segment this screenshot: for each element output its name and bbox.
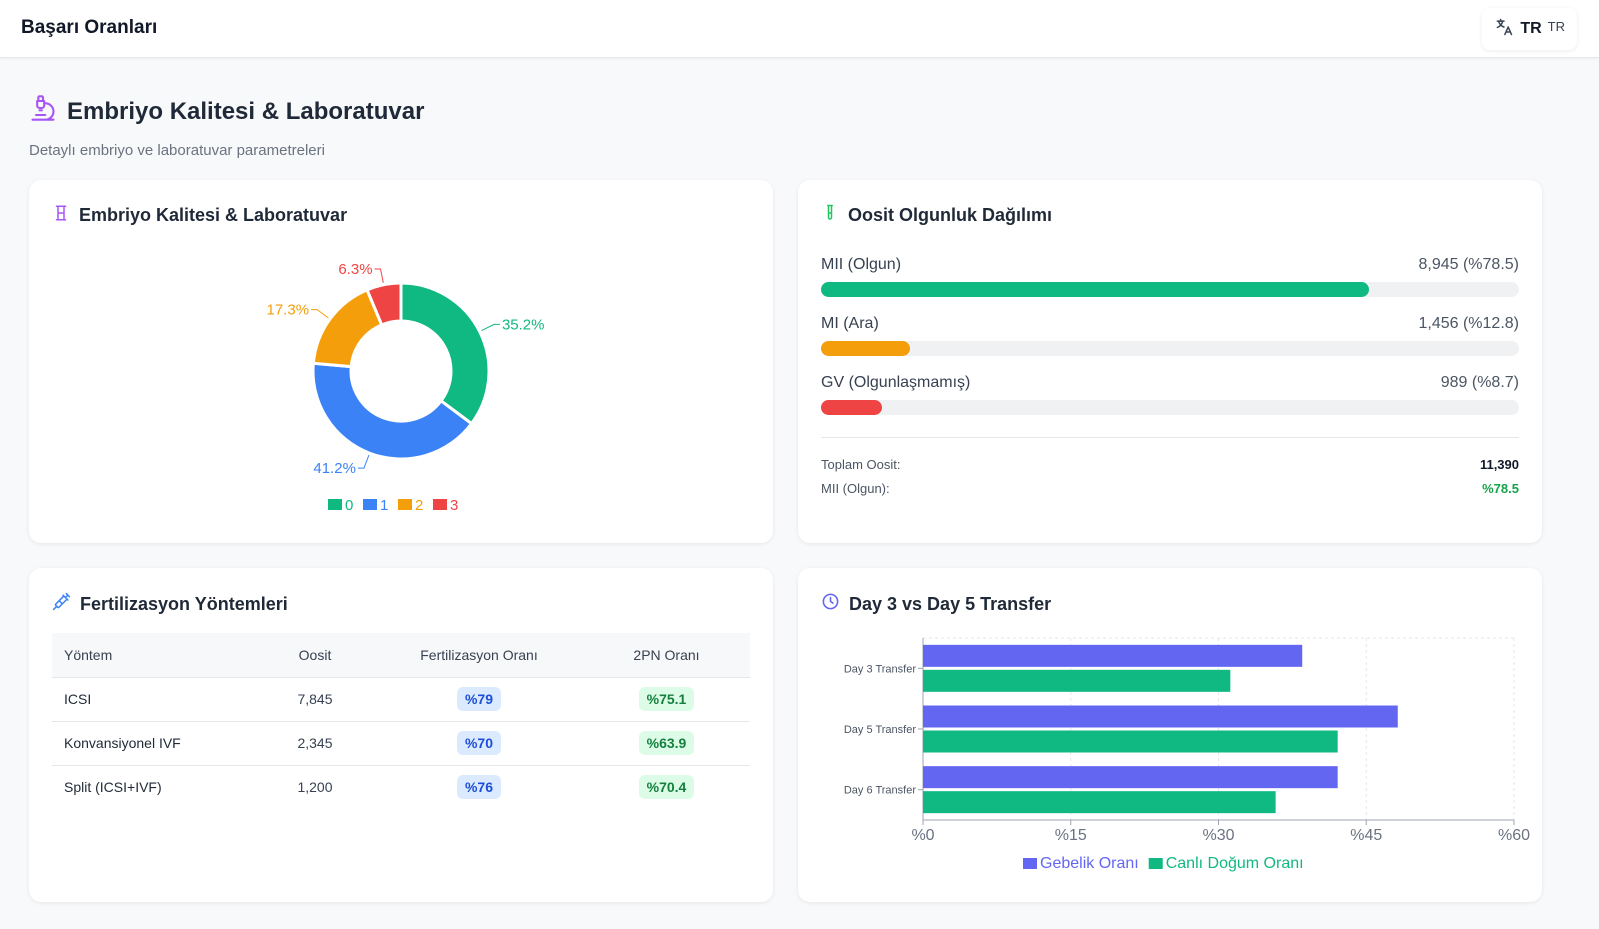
- fertilization-table: Yöntem Oosit Fertilizasyon Oranı 2PN Ora…: [52, 633, 750, 809]
- y-category-label: Day 6 Transfer: [844, 785, 916, 797]
- 2pn-rate-badge: %75.1: [638, 687, 695, 711]
- bar-pregnancy: [923, 705, 1398, 728]
- column-header: Yöntem: [64, 646, 113, 663]
- label-leader-line: [374, 268, 384, 283]
- test-tube-rack-icon: [52, 204, 70, 227]
- column-header: Oosit: [298, 646, 332, 663]
- card-title: Fertilizasyon Yöntemleri: [80, 593, 288, 614]
- oocyte-count-cell: 7,845: [255, 676, 375, 721]
- column-header: 2PN Oranı: [633, 646, 700, 663]
- legend-swatch: [398, 499, 412, 510]
- transfer-comparison-card: Day 3 vs Day 5 Transfer %0 %15 %30 %45 %60 Da…: [798, 568, 1542, 902]
- x-tick-label: %15: [1055, 827, 1087, 844]
- x-tick-label: %60: [1498, 827, 1530, 844]
- donut-slice-3: [365, 281, 403, 327]
- card-title: Embriyo Kalitesi & Laboratuvar: [79, 205, 348, 225]
- table-row: ICSI 7,845 %79 %75.1: [52, 676, 750, 721]
- x-tick-label: %0: [911, 827, 934, 844]
- x-tick-label: %45: [1350, 827, 1382, 844]
- bar-pregnancy: [923, 766, 1338, 789]
- divider: [821, 437, 1519, 438]
- card-title: Oosit Olgunluk Dağılımı: [848, 205, 1053, 225]
- table-row: Konvansiyonel IVF 2,345 %70 %63.9: [52, 720, 750, 765]
- slice-percent-label: 41.2%: [313, 460, 356, 477]
- oocyte-count-cell: 1,200: [255, 764, 375, 809]
- bar-live-birth: [923, 669, 1231, 692]
- language-code: TR: [1520, 20, 1542, 37]
- maturity-value: 989 (%8.7): [1440, 374, 1519, 391]
- donut-slice-1: [311, 361, 474, 461]
- x-tick-label: %30: [1202, 827, 1234, 844]
- page-title: Embriyo Kalitesi & Laboratuvar: [67, 97, 425, 125]
- translate-icon: [1494, 17, 1514, 42]
- label-leader-line: [481, 323, 500, 332]
- label-leader-line: [311, 309, 329, 319]
- slice-percent-label: 35.2%: [502, 316, 545, 333]
- clock-icon: [821, 592, 840, 616]
- bar-live-birth: [923, 791, 1276, 814]
- method-cell: Konvansiyonel IVF: [52, 720, 255, 765]
- top-bar: Başarı Oranları TR TR: [0, 0, 1599, 58]
- method-cell: Split (ICSI+IVF): [52, 764, 255, 809]
- syringe-icon: [52, 592, 71, 616]
- language-code-secondary: TR: [1547, 18, 1565, 34]
- fertilization-rate-badge: %70: [456, 731, 502, 755]
- fertilization-rate-badge: %79: [456, 687, 502, 711]
- total-label: Toplam Oosit:: [821, 457, 901, 472]
- progress-fill: [821, 282, 1369, 297]
- legend-label: 0: [345, 497, 353, 514]
- transfer-bar-chart: %0 %15 %30 %45 %60 Day 3 Transfer Day 5 Transf…: [844, 637, 1530, 872]
- label-leader-line: [357, 454, 370, 469]
- bar-live-birth: [923, 730, 1338, 753]
- legend-label: 3: [450, 497, 458, 514]
- page-subtitle: Detaylı embriyo ve laboratuvar parametre…: [29, 142, 325, 159]
- page-header: Embriyo Kalitesi & Laboratuvar Detaylı e…: [29, 94, 424, 159]
- bar-pregnancy: [923, 644, 1303, 667]
- legend-label: 1: [380, 497, 388, 514]
- slice-percent-label: 6.3%: [338, 261, 372, 278]
- legend-swatch: [328, 499, 342, 510]
- app-title: Başarı Oranları: [21, 17, 158, 38]
- method-cell: ICSI: [52, 676, 255, 721]
- legend-label: Gebelik Oranı: [1040, 855, 1139, 872]
- maturity-label: GV (Olgunlaşmamış): [821, 374, 971, 391]
- 2pn-rate-badge: %63.9: [638, 731, 695, 755]
- card-title: Day 3 vs Day 5 Transfer: [849, 593, 1052, 614]
- table-header-row: Yöntem Oosit Fertilizasyon Oranı 2PN Ora…: [52, 633, 750, 677]
- maturity-label: MI (Ara): [821, 315, 879, 332]
- legend-swatch: [1148, 858, 1163, 869]
- table-row: Split (ICSI+IVF) 1,200 %76 %70.4: [52, 764, 750, 809]
- language-switcher[interactable]: TR TR: [1482, 8, 1577, 50]
- donut-slice-0: [399, 281, 491, 426]
- legend-label: 2: [415, 497, 423, 514]
- progress-track: [821, 400, 1519, 415]
- fertilization-rate-badge: %76: [456, 775, 502, 800]
- embryo-quality-card: Embriyo Kalitesi & Laboratuvar 35.2% 41.2…: [29, 180, 773, 543]
- embryo-grade-donut-chart: 35.2% 41.2% 17.3% 6.3% 0 1 2 3: [267, 261, 545, 514]
- slice-percent-label: 17.3%: [267, 302, 310, 319]
- progress-fill: [821, 341, 911, 356]
- legend-swatch: [1023, 858, 1037, 869]
- progress-fill: [821, 400, 882, 415]
- column-header: Fertilizasyon Oranı: [420, 646, 538, 663]
- fertilization-methods-card: Fertilizasyon Yöntemleri Yöntem Oosit Fe…: [29, 568, 773, 902]
- y-category-label: Day 3 Transfer: [844, 663, 916, 675]
- maturity-value: 8,945 (%78.5): [1418, 256, 1519, 273]
- mii-value: %78.5: [1482, 481, 1519, 496]
- total-value: 11,390: [1479, 457, 1519, 472]
- oocyte-count-cell: 2,345: [255, 720, 375, 765]
- oocyte-maturity-card: Oosit Olgunluk Dağılımı MII (Olgun) 8,94…: [798, 180, 1542, 543]
- maturity-value: 1,456 (%12.8): [1418, 315, 1519, 332]
- progress-track: [821, 282, 1519, 297]
- microscope-icon: [29, 94, 57, 129]
- 2pn-rate-badge: %70.4: [638, 775, 695, 800]
- progress-track: [821, 341, 1519, 356]
- mii-label: MII (Olgun):: [821, 481, 890, 496]
- test-tube-icon: [821, 204, 839, 227]
- maturity-label: MII (Olgun): [821, 256, 902, 273]
- legend-label: Canlı Doğum Oranı: [1166, 855, 1304, 872]
- legend-swatch: [363, 499, 377, 510]
- legend-swatch: [433, 499, 447, 510]
- y-category-label: Day 5 Transfer: [844, 724, 916, 736]
